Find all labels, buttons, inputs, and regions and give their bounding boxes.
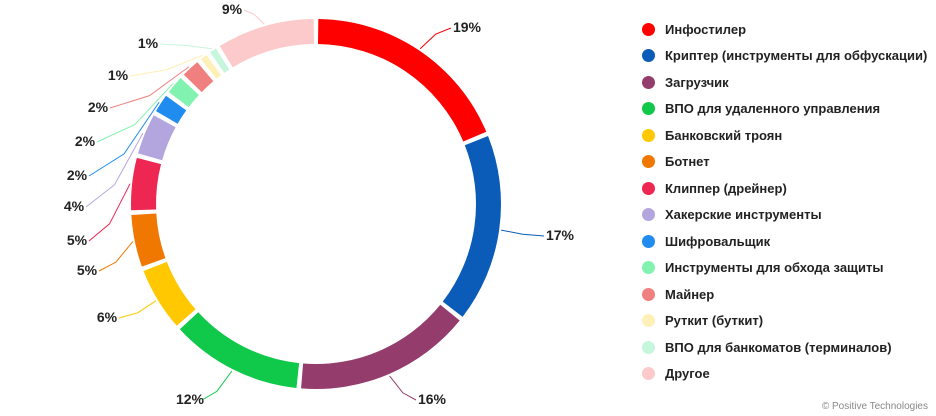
data-label: 2% bbox=[67, 167, 88, 183]
legend-label: Хакерские инструменты bbox=[665, 207, 822, 223]
data-label: 19% bbox=[453, 19, 482, 35]
leader-line bbox=[501, 229, 545, 237]
donut-slice bbox=[179, 312, 300, 388]
legend-item: Майнер bbox=[642, 281, 927, 308]
legend-label: Загрузчик bbox=[665, 74, 729, 90]
leader-line bbox=[109, 66, 190, 109]
legend-swatch bbox=[642, 287, 655, 301]
donut-slice bbox=[210, 48, 230, 73]
legend-swatch bbox=[642, 314, 655, 328]
legend-label: Инструменты для обхода защиты bbox=[665, 260, 884, 276]
legend-swatch bbox=[642, 367, 655, 381]
donut-chart: 19% 17% 16% 12% 6% 5% 5% 4% 2% 2% 2% 1% 1% 9% bbox=[64, 1, 575, 407]
leader-line bbox=[96, 83, 174, 143]
legend-item: Ботнет bbox=[642, 149, 927, 176]
donut-slice bbox=[155, 95, 187, 124]
legend-label: Другое bbox=[665, 366, 710, 382]
legend-label: Шифровальщик bbox=[665, 233, 771, 249]
legend-swatch bbox=[642, 208, 655, 222]
donut-slice bbox=[131, 157, 162, 211]
legend-label: Майнер bbox=[665, 286, 715, 302]
legend-item: Банковский троян bbox=[642, 122, 927, 149]
data-label: 2% bbox=[88, 99, 109, 115]
leader-line bbox=[88, 183, 131, 242]
legend-label: Банковский троян bbox=[665, 127, 783, 143]
donut-slice bbox=[138, 115, 176, 161]
legend-label: Ботнет bbox=[665, 154, 710, 170]
data-label: 5% bbox=[77, 262, 98, 278]
legend-swatch bbox=[642, 340, 655, 354]
legend-item: ВПО для банкоматов (терминалов) bbox=[642, 334, 927, 361]
legend-swatch bbox=[642, 234, 655, 248]
leader-line bbox=[85, 132, 144, 208]
leader-line bbox=[98, 241, 134, 272]
legend-item: Хакерские инструменты bbox=[642, 202, 927, 229]
legend-label: ВПО для удаленного управления bbox=[665, 101, 881, 117]
leader-line bbox=[118, 300, 157, 319]
legend-swatch bbox=[642, 261, 655, 275]
data-label: 2% bbox=[75, 133, 96, 149]
legend-swatch bbox=[642, 49, 655, 63]
data-label: 4% bbox=[64, 198, 85, 214]
legend-item: Руткит (буткит) bbox=[642, 308, 927, 335]
data-label: 12% bbox=[176, 391, 205, 407]
legend-label: Инфостилер bbox=[665, 21, 747, 37]
donut-slice bbox=[442, 136, 501, 317]
leader-line bbox=[419, 27, 452, 50]
data-label: 16% bbox=[418, 391, 447, 407]
copyright-credit: © Positive Technologies bbox=[821, 401, 928, 412]
donut-slice bbox=[143, 261, 196, 326]
data-label: 9% bbox=[222, 1, 243, 17]
legend-item: Загрузчик bbox=[642, 69, 927, 96]
donut-slice bbox=[318, 19, 487, 142]
donut-slice bbox=[301, 304, 460, 389]
legend-item: Клиппер (дрейнер) bbox=[642, 175, 927, 202]
legend-item: ВПО для удаленного управления bbox=[642, 96, 927, 123]
legend-swatch bbox=[642, 22, 655, 36]
donut-slice bbox=[168, 77, 199, 108]
legend-item: Инструменты для обхода защиты bbox=[642, 255, 927, 282]
donut-slice bbox=[200, 55, 222, 79]
leader-line bbox=[201, 370, 233, 401]
legend-swatch bbox=[642, 181, 655, 195]
legend-item: Другое bbox=[642, 361, 927, 388]
chart-legend: Инфостилер Криптер (инструменты для обфус… bbox=[642, 16, 927, 387]
leader-line bbox=[88, 101, 160, 177]
data-label: 17% bbox=[546, 227, 575, 243]
legend-swatch bbox=[642, 102, 655, 116]
legend-swatch bbox=[642, 155, 655, 169]
legend-label: ВПО для банкоматов (терминалов) bbox=[665, 339, 892, 355]
legend-swatch bbox=[642, 75, 655, 89]
legend-label: Руткит (буткит) bbox=[665, 313, 764, 329]
data-label: 5% bbox=[67, 232, 88, 248]
legend-swatch bbox=[642, 128, 655, 142]
donut-slice bbox=[131, 213, 166, 267]
legend-label: Криптер (инструменты для обфускации) bbox=[665, 48, 928, 64]
leader-line bbox=[389, 375, 417, 401]
donut-slice bbox=[219, 19, 314, 68]
legend-item: Инфостилер bbox=[642, 16, 927, 43]
data-label: 1% bbox=[138, 35, 159, 51]
donut-slice bbox=[183, 62, 214, 93]
data-label: 6% bbox=[97, 309, 118, 325]
leader-line bbox=[243, 9, 265, 25]
leader-line bbox=[129, 55, 203, 77]
legend-item: Криптер (инструменты для обфускации) bbox=[642, 43, 927, 70]
legend-item: Шифровальщик bbox=[642, 228, 927, 255]
leader-line bbox=[159, 43, 212, 50]
data-label: 1% bbox=[108, 67, 129, 83]
legend-label: Клиппер (дрейнер) bbox=[665, 180, 787, 196]
